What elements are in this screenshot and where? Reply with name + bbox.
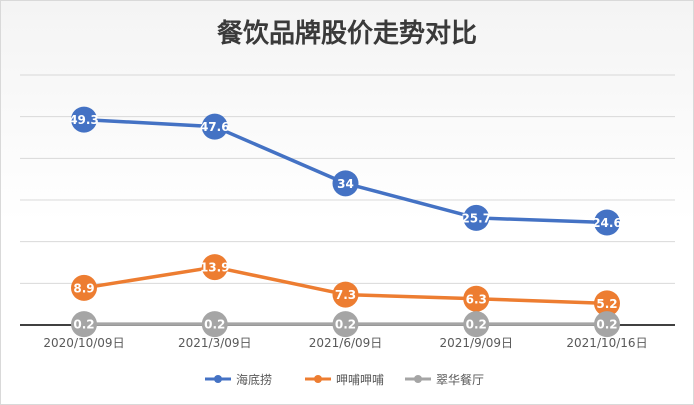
x-tick-label: 2021/9/09日 [439, 336, 513, 350]
series-0: 49.3 47.6 34 25.7 24.6 [69, 106, 622, 236]
x-tick-label: 2021/3/09日 [178, 336, 252, 350]
data-label: 0.2 [335, 318, 356, 332]
data-label: 49.3 [69, 113, 99, 127]
legend-label: 翠华餐厅 [436, 372, 484, 387]
data-point [332, 281, 359, 308]
x-axis-ticks: 2020/10/09日 2021/3/09日 2021/6/09日 2021/9/09… [43, 336, 647, 350]
legend-marker [314, 375, 322, 383]
data-point [201, 254, 228, 281]
legend-label: 呷哺呷哺 [336, 373, 384, 387]
x-tick-label: 2021/6/09日 [309, 336, 383, 350]
legend-item: 翠华餐厅 [405, 372, 484, 387]
data-point [332, 170, 359, 197]
series-2: 0.2 0.2 0.2 0.2 0.2 [71, 311, 620, 338]
data-point [71, 106, 97, 133]
data-label: 7.3 [335, 288, 356, 302]
data-point [201, 311, 228, 338]
data-point [594, 311, 620, 338]
data-label: 5.2 [596, 297, 617, 311]
data-point [463, 311, 490, 338]
legend-label: 海底捞 [236, 372, 272, 387]
data-point [71, 311, 97, 338]
data-point [463, 285, 490, 312]
data-point [332, 311, 359, 338]
data-label: 47.6 [200, 120, 230, 134]
data-label: 34 [337, 177, 354, 191]
data-point [594, 209, 620, 236]
legend: 海底捞 呷哺呷哺 翠华餐厅 [205, 372, 484, 387]
data-label: 25.7 [461, 211, 491, 225]
data-label: 13.9 [200, 261, 230, 275]
data-label: 0.2 [204, 318, 225, 332]
data-point [594, 290, 620, 317]
data-point [201, 113, 228, 140]
x-tick-label: 2021/10/16日 [566, 336, 647, 350]
data-point [71, 274, 97, 301]
chart-title: 餐饮品牌股价走势对比 [217, 18, 477, 49]
legend-marker [414, 375, 422, 383]
data-point [463, 204, 490, 231]
data-label: 0.2 [466, 318, 487, 332]
legend-marker [214, 375, 222, 383]
data-label: 24.6 [592, 216, 622, 230]
series-1: 8.9 13.9 7.3 6.3 5.2 [71, 254, 620, 317]
legend-item: 呷哺呷哺 [305, 373, 384, 387]
legend-item: 海底捞 [205, 372, 272, 387]
data-label: 0.2 [73, 318, 94, 332]
data-label: 6.3 [466, 292, 487, 306]
x-tick-label: 2020/10/09日 [43, 336, 124, 350]
data-label: 0.2 [596, 318, 617, 332]
data-label: 8.9 [73, 281, 94, 295]
